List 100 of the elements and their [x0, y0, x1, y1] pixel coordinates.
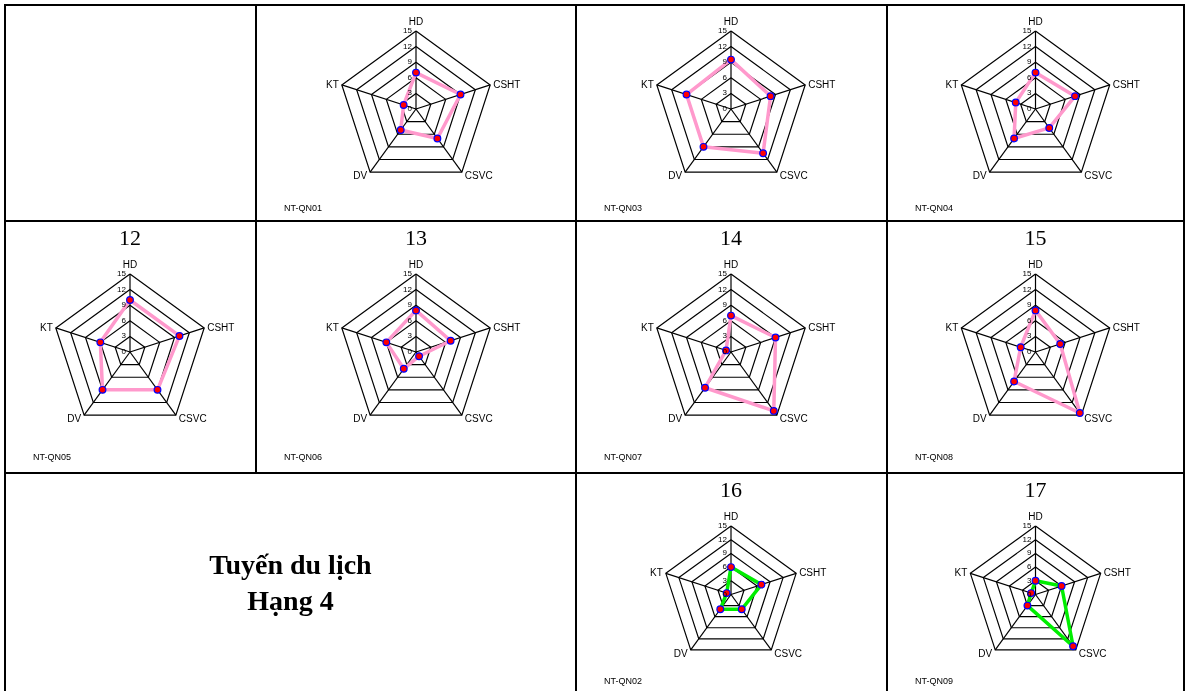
- y-tick-label: 9: [1026, 57, 1032, 67]
- spoke-label: HD: [1027, 511, 1043, 522]
- y-tick-label: 0: [722, 589, 728, 599]
- y-tick-label: 15: [718, 269, 728, 278]
- y-tick-label: 3: [722, 575, 728, 585]
- y-tick-label: 15: [402, 26, 413, 35]
- y-tick-label: 6: [722, 72, 728, 82]
- y-tick-label: 3: [1026, 88, 1032, 98]
- y-tick-label: 9: [722, 57, 728, 67]
- y-tick-label: 12: [402, 284, 413, 294]
- chart-title: 16: [720, 477, 742, 502]
- y-tick-label: 0: [1026, 347, 1032, 356]
- spoke-label: CSVC: [1083, 413, 1112, 425]
- chart-title: 14: [720, 225, 742, 250]
- spoke-label: CSHT: [1103, 567, 1131, 579]
- spoke-label: CSHT: [1112, 321, 1140, 333]
- spoke-label: HD: [723, 511, 739, 522]
- spoke-label: DV: [972, 413, 987, 425]
- y-tick-label: 6: [407, 315, 413, 325]
- spoke-label: CSVC: [774, 647, 803, 659]
- spoke-label: KT: [650, 567, 663, 579]
- y-tick-label: 3: [407, 331, 413, 341]
- spoke-label: DV: [352, 413, 367, 425]
- y-tick-label: 3: [722, 88, 728, 98]
- y-tick-label: 15: [117, 269, 127, 278]
- spoke-label: DV: [673, 647, 689, 659]
- y-tick-label: 3: [407, 88, 413, 98]
- y-tick-label: 9: [1026, 300, 1032, 310]
- spoke-label: KT: [325, 321, 339, 333]
- spoke-label: HD: [1027, 259, 1043, 270]
- y-tick-label: 6: [1026, 315, 1032, 325]
- spoke-label: DV: [972, 170, 987, 182]
- spoke-label: HD: [408, 259, 423, 270]
- spoke-label: KT: [945, 321, 958, 333]
- y-tick-label: 0: [722, 347, 728, 356]
- y-tick-label: 3: [121, 331, 127, 341]
- spoke-label: KT: [40, 321, 53, 333]
- spoke-label: KT: [325, 78, 339, 90]
- spoke-label: KT: [954, 567, 967, 579]
- spoke-label: HD: [723, 16, 739, 27]
- spoke-label: HD: [408, 16, 423, 27]
- y-tick-label: 6: [722, 315, 728, 325]
- y-tick-label: 15: [402, 269, 413, 278]
- y-tick-label: 12: [117, 284, 127, 294]
- y-tick-label: 3: [1026, 331, 1032, 341]
- spoke-label: CSHT: [1112, 78, 1140, 90]
- text: NT-QN01: [283, 203, 322, 213]
- y-tick-label: 9: [722, 548, 728, 558]
- spoke-label: DV: [352, 170, 367, 182]
- text: NT-QN05: [33, 452, 72, 462]
- y-tick-label: 15: [1022, 26, 1032, 35]
- text: NT-QN07: [604, 452, 643, 462]
- y-tick-label: 12: [1022, 284, 1032, 294]
- spoke-label: HD: [1027, 16, 1043, 27]
- spoke-label: CSHT: [808, 321, 836, 333]
- text: NT-QN06: [283, 452, 322, 462]
- spoke-label: CSVC: [464, 170, 493, 182]
- spoke-label: CSVC: [464, 413, 493, 425]
- y-tick-label: 0: [1026, 104, 1032, 113]
- text: NT-QN02: [604, 676, 643, 686]
- spoke-label: KT: [641, 321, 654, 333]
- spoke-label: CSVC: [1083, 170, 1112, 182]
- spoke-label: DV: [977, 647, 993, 659]
- spoke-label: KT: [945, 78, 958, 90]
- text: NT-QN04: [914, 203, 953, 213]
- y-tick-label: 9: [121, 300, 127, 310]
- y-tick-label: 6: [1026, 72, 1032, 82]
- y-tick-label: 0: [121, 347, 127, 356]
- y-tick-label: 0: [722, 104, 728, 113]
- spoke-label: CSHT: [207, 321, 235, 333]
- y-tick-label: 12: [718, 284, 728, 294]
- spoke-label: CSHT: [492, 321, 520, 333]
- y-tick-label: 12: [1022, 534, 1032, 544]
- spoke-label: CSVC: [1078, 647, 1107, 659]
- y-tick-label: 3: [1026, 575, 1032, 585]
- spoke-label: CSVC: [178, 413, 207, 425]
- y-tick-label: 9: [407, 300, 413, 310]
- y-tick-label: 12: [718, 534, 728, 544]
- y-tick-label: 15: [718, 26, 728, 35]
- y-tick-label: 12: [1022, 41, 1032, 51]
- spoke-label: CSHT: [799, 567, 827, 579]
- chart-title: 13: [404, 225, 427, 250]
- text: NT-QN09: [914, 676, 953, 686]
- spoke-label: CSVC: [779, 413, 808, 425]
- y-tick-label: 15: [1022, 269, 1032, 278]
- spoke-label: DV: [668, 170, 683, 182]
- y-tick-label: 12: [402, 41, 413, 51]
- spoke-label: HD: [122, 259, 138, 270]
- text: NT-QN08: [914, 452, 953, 462]
- y-tick-label: 6: [722, 562, 728, 572]
- y-tick-label: 0: [1026, 589, 1032, 599]
- y-tick-label: 9: [1026, 548, 1032, 558]
- spoke-label: CSHT: [492, 78, 520, 90]
- spoke-label: CSVC: [779, 170, 808, 182]
- spoke-label: DV: [67, 413, 82, 425]
- text: Tuyến du lịch Hạng 4: [208, 547, 373, 618]
- y-tick-label: 3: [722, 331, 728, 341]
- chart-title: 17: [1024, 477, 1046, 502]
- y-tick-label: 0: [407, 104, 413, 113]
- text: NT-QN03: [604, 203, 643, 213]
